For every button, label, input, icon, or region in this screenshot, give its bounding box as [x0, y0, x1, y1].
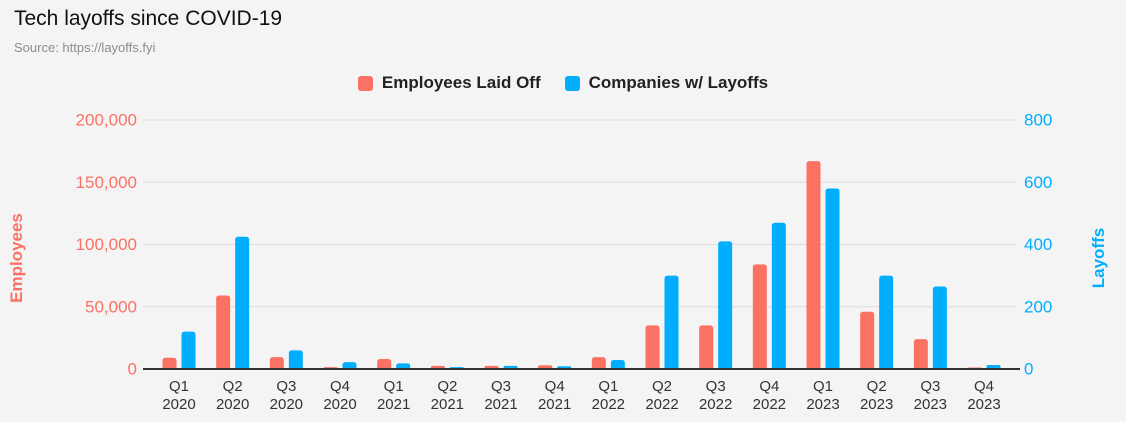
- page-title: Tech layoffs since COVID-19: [14, 7, 283, 30]
- bar-companies-q1-2021: [396, 363, 411, 369]
- bar-companies-q1-2022: [610, 359, 625, 369]
- left-axis-title: Employees: [7, 213, 26, 303]
- x-axis-label-quarter: Q2: [867, 378, 887, 395]
- x-axis-label-quarter: Q3: [491, 378, 511, 395]
- x-axis-label-year: 2021: [484, 396, 517, 413]
- bar-companies-q4-2023: [986, 364, 1001, 369]
- x-axis-label-quarter: Q3: [706, 378, 726, 395]
- left-axis-tick: 150,000: [76, 173, 137, 192]
- right-axis-tick: 0: [1024, 360, 1033, 379]
- x-axis-label-year: 2023: [860, 396, 893, 413]
- x-axis-label-year: 2022: [753, 396, 786, 413]
- bar-employees-q1-2023: [806, 161, 821, 369]
- x-axis-label-quarter: Q3: [276, 378, 296, 395]
- source-caption: Source: https://layoffs.fyi: [14, 40, 156, 55]
- legend-label-companies: Companies w/ Layoffs: [588, 73, 769, 92]
- x-axis-label-year: 2021: [431, 396, 464, 413]
- x-axis-label-year: 2023: [967, 396, 1000, 413]
- bar-employees-q1-2022: [591, 357, 606, 369]
- legend-swatch-employees-icon: [357, 75, 373, 91]
- x-axis-label-year: 2020: [216, 396, 249, 413]
- x-axis-label-quarter: Q4: [759, 378, 779, 395]
- x-axis-label-year: 2023: [806, 396, 839, 413]
- bar-companies-q3-2020: [288, 350, 303, 369]
- left-axis-tick: 50,000: [85, 297, 137, 316]
- right-axis-tick: 600: [1024, 173, 1052, 192]
- x-axis-label-year: 2020: [162, 396, 195, 413]
- right-axis-title: Layoffs: [1089, 228, 1108, 288]
- bar-companies-q3-2023: [932, 286, 947, 369]
- legend-label-employees: Employees Laid Off: [381, 73, 541, 92]
- bar-companies-q4-2020: [342, 362, 357, 369]
- left-axis-tick: 200,000: [76, 111, 137, 130]
- x-axis-label-quarter: Q1: [598, 378, 618, 395]
- x-axis-label-year: 2022: [645, 396, 678, 413]
- left-axis-tick: 100,000: [76, 235, 137, 254]
- x-axis-label-quarter: Q2: [223, 378, 243, 395]
- legend-item-companies[interactable]: Companies w/ Layoffs: [564, 73, 769, 93]
- x-axis-label-quarter: Q4: [974, 378, 994, 395]
- bar-employees-q3-2020: [269, 357, 284, 369]
- x-axis-label-year: 2021: [538, 396, 571, 413]
- legend-swatch-companies-icon: [564, 75, 580, 91]
- x-axis-label-quarter: Q2: [437, 378, 457, 395]
- bar-companies-q1-2023: [825, 188, 840, 369]
- x-axis-label-quarter: Q1: [384, 378, 404, 395]
- x-axis-label-year: 2022: [699, 396, 732, 413]
- x-axis-label-quarter: Q3: [920, 378, 940, 395]
- bar-companies-q2-2023: [879, 275, 894, 369]
- bar-employees-q3-2023: [913, 339, 928, 369]
- x-axis-label-year: 2020: [270, 396, 303, 413]
- x-axis-label-quarter: Q1: [813, 378, 833, 395]
- x-axis-label-quarter: Q2: [652, 378, 672, 395]
- legend-item-employees[interactable]: Employees Laid Off: [357, 73, 541, 93]
- bar-companies-q3-2022: [718, 241, 733, 369]
- x-axis-label-year: 2020: [323, 396, 356, 413]
- x-axis-label-year: 2022: [592, 396, 625, 413]
- bar-employees-q3-2022: [699, 325, 714, 369]
- x-axis-label-year: 2023: [914, 396, 947, 413]
- bar-employees-q1-2020: [162, 357, 177, 369]
- chart-legend: Employees Laid Off Companies w/ Layoffs: [0, 73, 1126, 93]
- right-axis-tick: 200: [1024, 297, 1052, 316]
- x-axis-label-quarter: Q4: [330, 378, 350, 395]
- left-axis-tick: 0: [128, 360, 137, 379]
- bar-companies-q4-2022: [771, 222, 786, 369]
- right-axis-tick: 800: [1024, 111, 1052, 130]
- bar-companies-q1-2020: [181, 331, 196, 369]
- right-axis-tick: 400: [1024, 235, 1052, 254]
- bar-companies-q2-2022: [664, 275, 679, 369]
- bar-companies-q2-2020: [235, 236, 250, 369]
- x-axis-label-quarter: Q1: [169, 378, 189, 395]
- x-axis-label-year: 2021: [377, 396, 410, 413]
- bar-employees-q2-2023: [860, 311, 875, 369]
- bar-employees-q1-2021: [377, 359, 392, 369]
- x-axis-label-quarter: Q4: [545, 378, 565, 395]
- bar-employees-q2-2022: [645, 325, 660, 369]
- bar-employees-q4-2022: [752, 264, 767, 369]
- bar-employees-q2-2020: [216, 295, 231, 369]
